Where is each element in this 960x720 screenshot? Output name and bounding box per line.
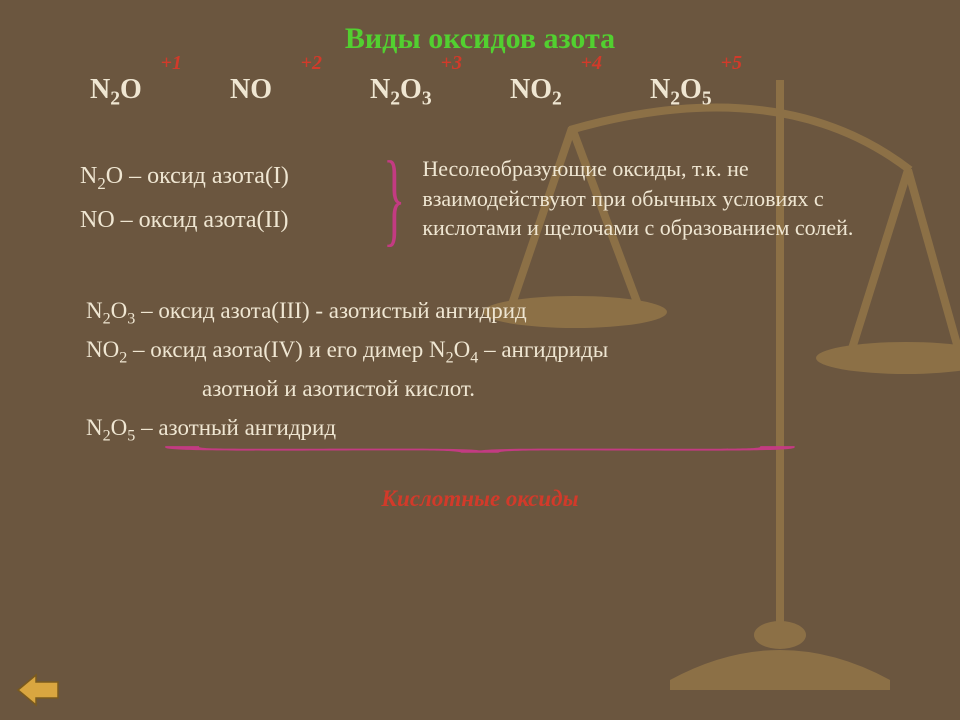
formula: NO2 [510, 74, 562, 105]
formula: N2O3 [370, 74, 432, 105]
n2o3-line: N2O3 – оксид азота(III) - азотистый анги… [86, 291, 910, 330]
bottom-brace-wrap: ︸ [50, 443, 910, 488]
no2-line-cont: азотной и азотистой кислот. [86, 369, 910, 408]
formula: N2O5 [650, 74, 712, 105]
formula-cell: +2 NO [230, 74, 370, 106]
formula-cell: +1 N2O [90, 74, 230, 106]
slide-content: Виды оксидов азота +1 N2O +2 NO +3 N2O3 … [0, 0, 960, 512]
back-button[interactable] [16, 672, 60, 708]
oxidation-state: +3 [441, 52, 462, 75]
oxidation-state: +1 [161, 52, 182, 75]
oxidation-formulas-row: +1 N2O +2 NO +3 N2O3 +4 NO2 +5 N2O5 [50, 74, 910, 106]
curly-brace-icon: } [383, 161, 405, 236]
non-salt-left: N2O – оксид азота(I) NO – оксид азота(II… [50, 155, 370, 241]
n2o5-line: N2O5 – азотный ангидрид [86, 408, 910, 447]
n2o-line: N2O – оксид азота(I) [80, 155, 370, 198]
no2-line: NO2 – оксид азота(IV) и его димер N2O4 –… [86, 330, 910, 369]
formula-cell: +5 N2O5 [650, 74, 790, 106]
formula: NO [230, 74, 272, 105]
formula-cell: +3 N2O3 [370, 74, 510, 106]
no-line: NO – оксид азота(II) [80, 199, 370, 242]
non-salt-forming-block: N2O – оксид азота(I) NO – оксид азота(II… [50, 154, 910, 243]
oxidation-state: +4 [581, 52, 602, 75]
formula-cell: +4 NO2 [510, 74, 650, 106]
curly-brace-down-icon: ︸ [149, 454, 812, 465]
slide-title: Виды оксидов азота [50, 22, 910, 56]
formula: N2O [90, 74, 142, 105]
oxidation-state: +2 [301, 52, 322, 75]
acidic-label: Кислотные оксиды [50, 486, 910, 512]
non-salt-description: Несолеобразующие оксиды, т.к. не взаимод… [422, 154, 910, 243]
acidic-oxides-block: N2O3 – оксид азота(III) - азотистый анги… [50, 291, 910, 447]
oxidation-state: +5 [721, 52, 742, 75]
